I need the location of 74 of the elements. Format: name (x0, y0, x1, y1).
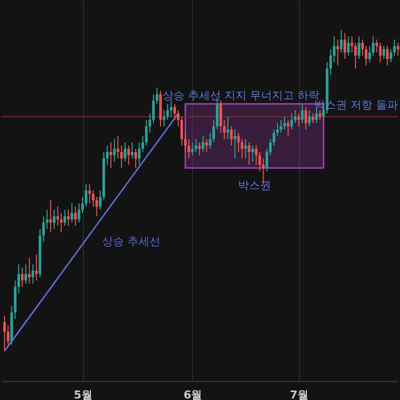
candlestick (340, 30, 343, 53)
candlestick (49, 200, 52, 233)
candlestick (70, 202, 74, 224)
candlestick (254, 145, 258, 166)
candlestick (375, 39, 378, 53)
candlestick (60, 212, 63, 233)
candlestick (219, 100, 222, 134)
candlestick (280, 119, 282, 134)
x-tick-label: 7월 (290, 388, 309, 400)
candlestick (283, 116, 286, 130)
candlestick (386, 46, 389, 66)
candlestick (180, 116, 184, 146)
candlestick (308, 110, 311, 127)
candlestick (304, 106, 308, 130)
candlestick (290, 112, 293, 130)
candlestick (113, 138, 116, 162)
candlestick (32, 264, 34, 284)
candlestick (396, 42, 400, 56)
candlestick (24, 264, 28, 284)
candlestick (64, 209, 66, 226)
candlestick (234, 129, 236, 159)
candlestick (286, 119, 290, 136)
candlestick (166, 103, 169, 120)
candlestick (364, 46, 368, 66)
candlestick (258, 151, 262, 172)
candlestick (372, 36, 374, 56)
candlestick (138, 142, 141, 166)
candlestick (194, 138, 198, 152)
candlestick (248, 142, 250, 166)
candlestick (344, 32, 346, 60)
candlestick (347, 36, 350, 56)
candlestick (294, 110, 297, 124)
candlestick (95, 196, 98, 217)
candlestick (35, 254, 38, 281)
candlestick (176, 110, 180, 127)
candlestick (20, 267, 24, 288)
candlestick (56, 206, 60, 226)
candlestick (350, 36, 354, 53)
candlestick (336, 39, 340, 66)
candlestick (202, 135, 204, 152)
annotation: 상승 추세선 지지 무너지고 하락 (162, 89, 320, 102)
band-label: 박스권 (238, 179, 271, 192)
candlestick (358, 36, 360, 60)
series-label: 상승 추세선 (102, 235, 161, 248)
candlestick (28, 257, 31, 284)
candlestick (297, 112, 300, 127)
candlestick (244, 138, 247, 159)
candlestick (110, 142, 112, 169)
candlestick (318, 110, 322, 120)
candlestick (378, 42, 382, 63)
candlestick (170, 100, 172, 118)
candlestick (124, 142, 126, 162)
candlestick (230, 126, 233, 146)
candlestick (74, 206, 77, 226)
candlestick (127, 145, 130, 166)
candlestick (134, 148, 137, 169)
candlestick (198, 142, 201, 156)
candlestick (52, 209, 56, 230)
x-tick-label: 5월 (74, 388, 92, 400)
candlestick (382, 46, 386, 60)
candlestick (312, 112, 314, 124)
candlestick (205, 138, 208, 152)
candlestick (84, 184, 88, 208)
candlestick (6, 324, 10, 346)
candlestick (3, 315, 6, 352)
x-tick-label: 6월 (184, 388, 202, 400)
candlestick (226, 116, 230, 140)
candlestick (300, 103, 304, 124)
candlestick (67, 209, 70, 226)
candlestick (88, 184, 91, 204)
candlestick (130, 142, 134, 159)
candlestick (390, 48, 392, 63)
candlestick (251, 145, 254, 162)
candlestick (191, 142, 194, 156)
